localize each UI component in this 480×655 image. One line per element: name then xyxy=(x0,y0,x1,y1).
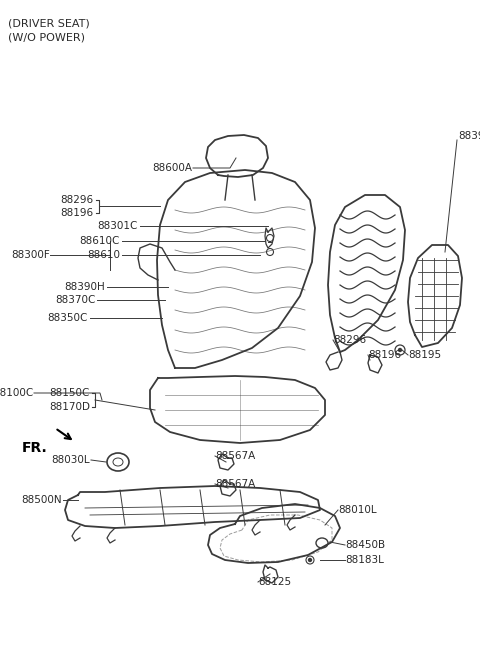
Text: 88296: 88296 xyxy=(60,195,93,205)
Text: 88125: 88125 xyxy=(258,577,291,587)
Text: 88195: 88195 xyxy=(408,350,441,360)
Text: 88390N: 88390N xyxy=(458,131,480,141)
Text: 88450B: 88450B xyxy=(345,540,385,550)
Text: 88170D: 88170D xyxy=(49,402,90,412)
Text: 88370C: 88370C xyxy=(56,295,96,305)
Text: (W/O POWER): (W/O POWER) xyxy=(8,32,85,42)
Text: 88610C: 88610C xyxy=(80,236,120,246)
Text: 88500N: 88500N xyxy=(22,495,62,505)
Text: 88296: 88296 xyxy=(333,335,366,345)
Text: (DRIVER SEAT): (DRIVER SEAT) xyxy=(8,18,90,28)
Circle shape xyxy=(398,348,401,352)
Text: 88610: 88610 xyxy=(87,250,120,260)
Text: 88301C: 88301C xyxy=(97,221,138,231)
Text: 88150C: 88150C xyxy=(49,388,90,398)
Circle shape xyxy=(309,559,312,561)
Text: 88100C: 88100C xyxy=(0,388,33,398)
Text: 88390H: 88390H xyxy=(64,282,105,292)
Text: 88196: 88196 xyxy=(60,208,93,218)
Text: 88567A: 88567A xyxy=(215,451,255,461)
Text: 88010L: 88010L xyxy=(338,505,377,515)
Text: 88600A: 88600A xyxy=(152,163,192,173)
Text: 88030L: 88030L xyxy=(51,455,90,465)
Text: FR.: FR. xyxy=(22,441,48,455)
Text: 88350C: 88350C xyxy=(48,313,88,323)
Text: 88196: 88196 xyxy=(368,350,401,360)
Text: 88567A: 88567A xyxy=(215,479,255,489)
Text: 88300F: 88300F xyxy=(11,250,50,260)
Text: 88183L: 88183L xyxy=(345,555,384,565)
